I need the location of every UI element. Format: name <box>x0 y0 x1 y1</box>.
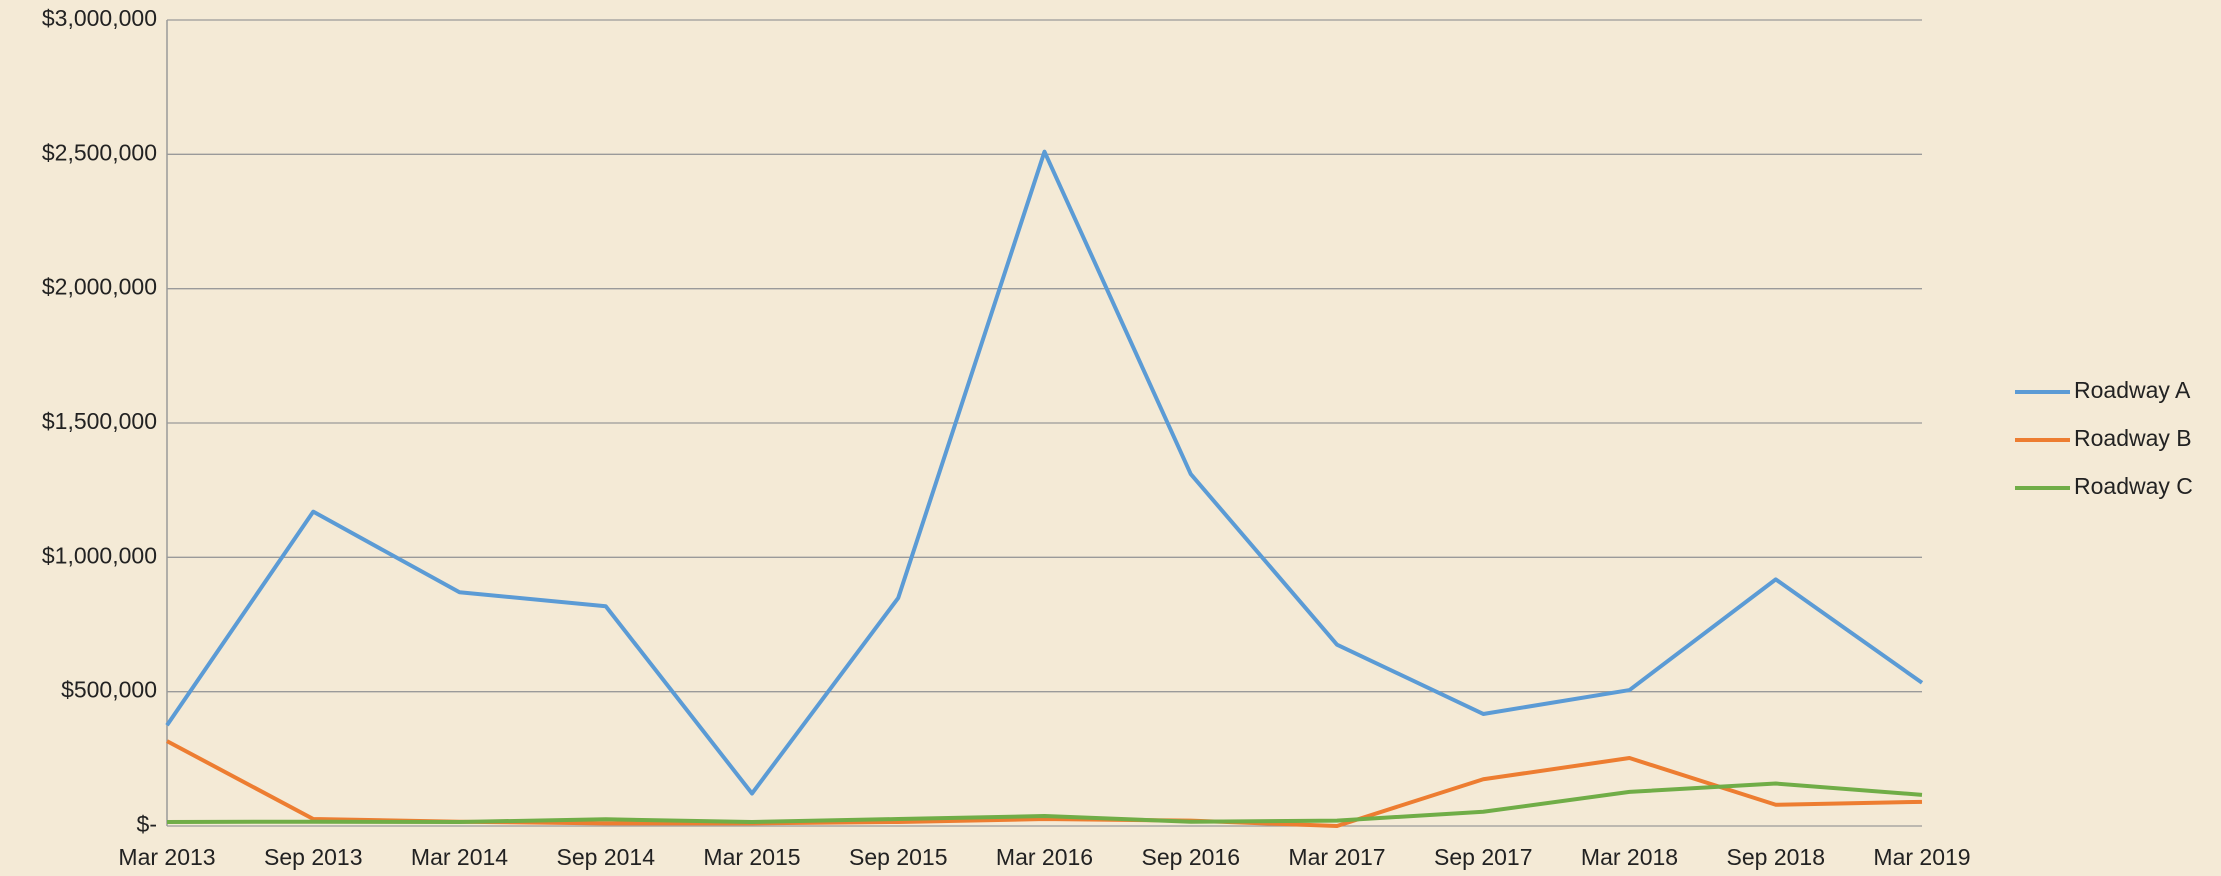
x-tick-label: Sep 2018 <box>1727 844 1825 870</box>
x-tick-label: Sep 2014 <box>557 844 656 870</box>
x-tick-label: Mar 2018 <box>1581 844 1678 870</box>
y-tick-label: $2,000,000 <box>42 274 157 300</box>
legend-label: Roadway A <box>2074 377 2191 403</box>
x-tick-label: Mar 2015 <box>703 844 800 870</box>
series-line <box>165 149 1924 796</box>
x-tick-label: Mar 2016 <box>996 844 1093 870</box>
x-tick-label: Mar 2019 <box>1873 844 1970 870</box>
x-tick-label: Mar 2017 <box>1288 844 1385 870</box>
x-tick-label: Sep 2016 <box>1142 844 1240 870</box>
y-tick-label: $3,000,000 <box>42 5 157 31</box>
y-tick-label: $2,500,000 <box>42 139 157 165</box>
y-tick-label: $500,000 <box>61 677 157 703</box>
y-tick-label: $- <box>137 811 157 837</box>
series-line <box>166 781 1923 824</box>
x-tick-label: Sep 2015 <box>849 844 947 870</box>
x-tick-label: Sep 2017 <box>1434 844 1532 870</box>
legend-label: Roadway B <box>2074 425 2192 451</box>
x-tick-label: Mar 2013 <box>118 844 215 870</box>
x-tick-label: Sep 2013 <box>264 844 362 870</box>
x-tick-label: Mar 2014 <box>411 844 508 870</box>
legend-label: Roadway C <box>2074 473 2193 499</box>
y-tick-label: $1,500,000 <box>42 408 157 434</box>
y-tick-label: $1,000,000 <box>42 542 157 568</box>
